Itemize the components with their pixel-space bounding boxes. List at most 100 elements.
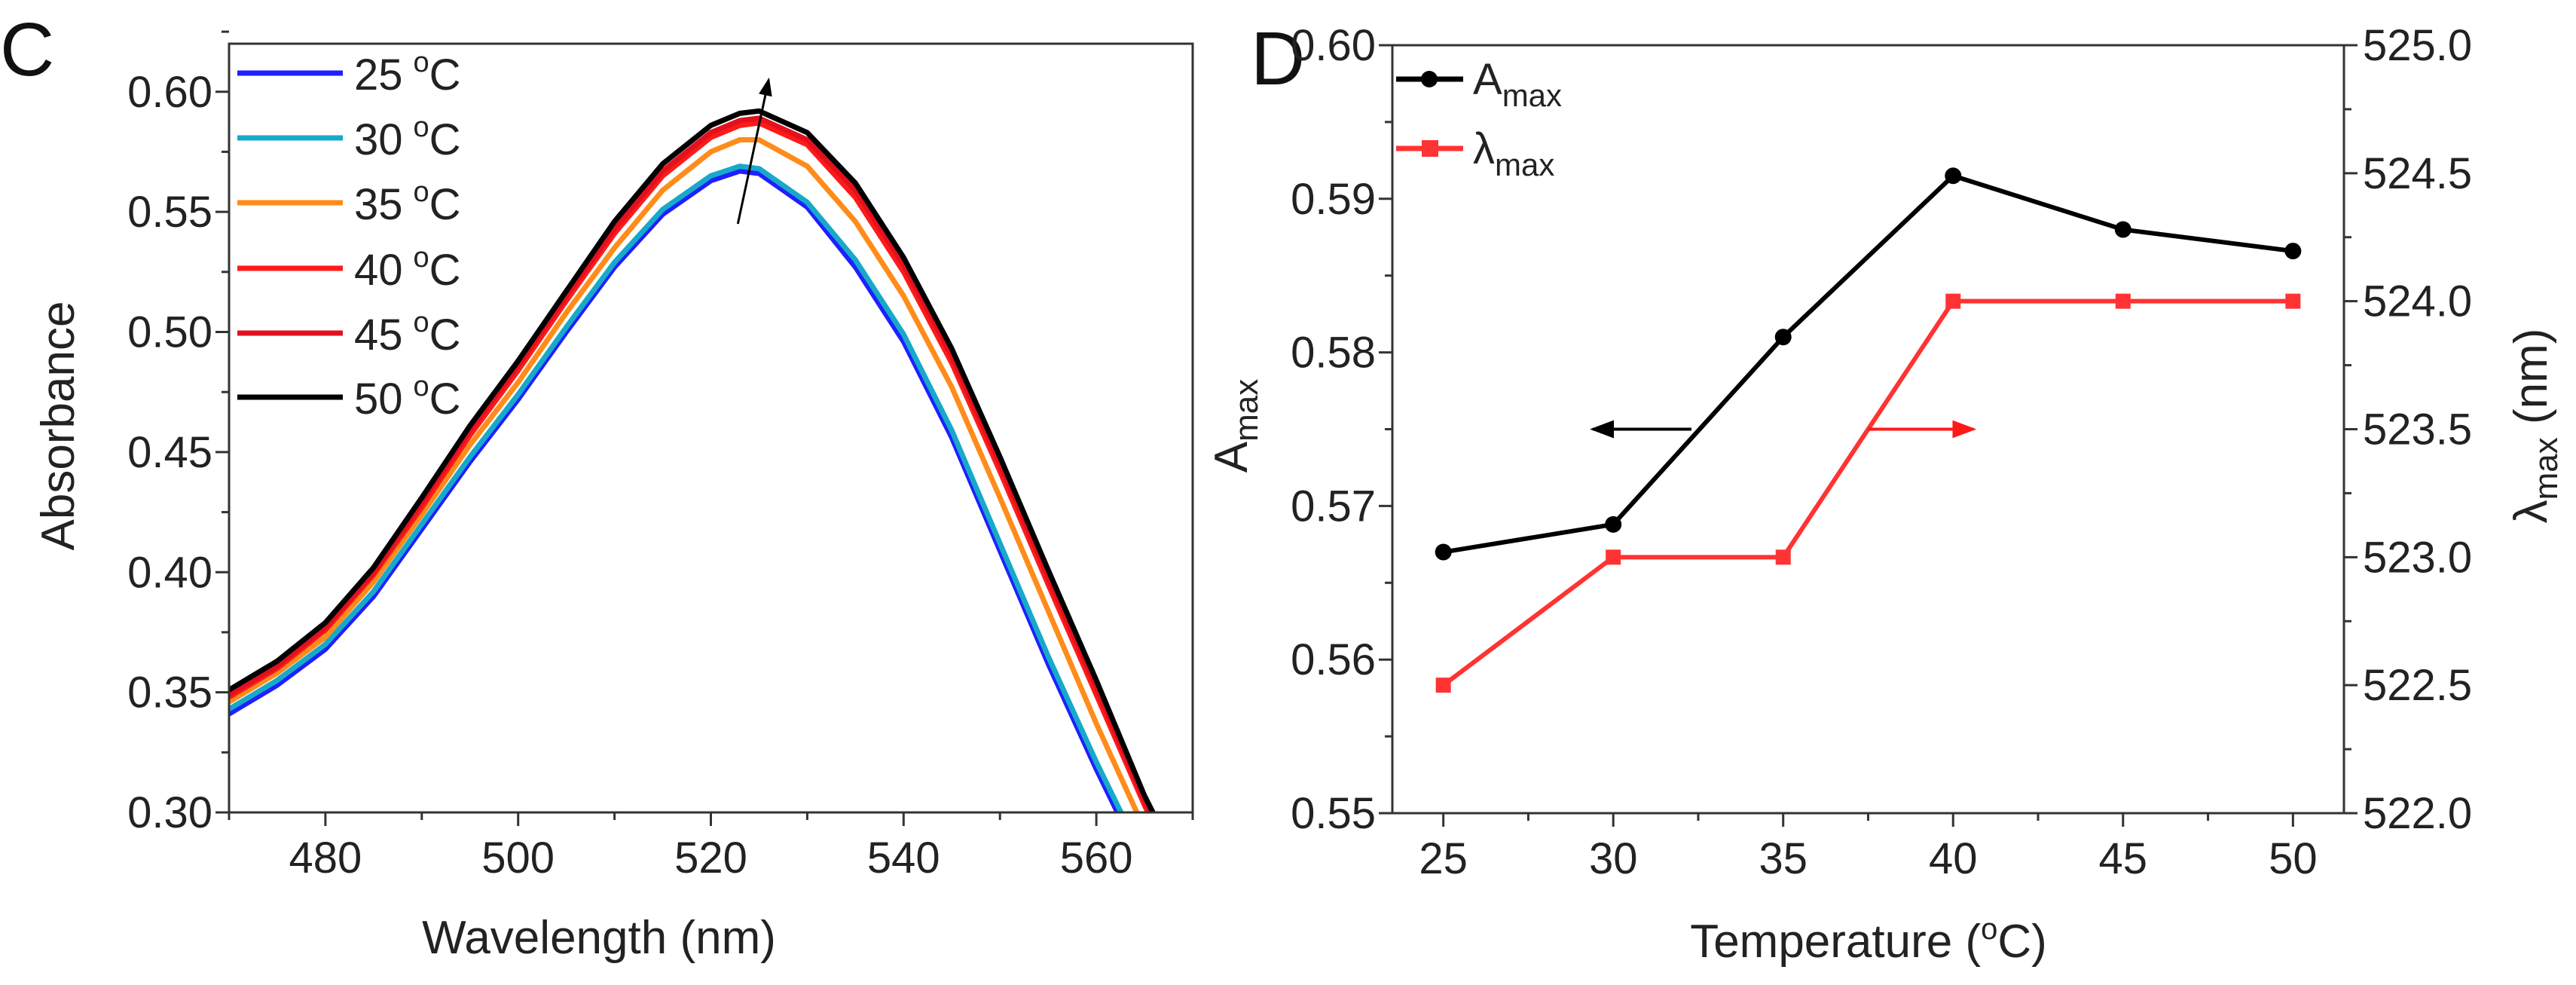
legend-label: 40 oC xyxy=(354,242,461,295)
panel-label-d: D xyxy=(1251,17,1305,101)
y2-tick-label: 522.5 xyxy=(2363,661,2472,710)
legend-label: 45 oC xyxy=(354,307,461,359)
y2-title-post: (nm) xyxy=(2505,329,2557,438)
trend-arrow xyxy=(736,77,772,225)
y-tick-label: 0.60 xyxy=(127,68,212,117)
y-tick-label: 0.45 xyxy=(127,428,212,477)
series-line-25 xyxy=(229,168,1121,812)
x-tick-label: 540 xyxy=(867,834,940,883)
data-point-lambda-max xyxy=(1606,549,1621,565)
legend-item-45: 45 oC xyxy=(237,307,461,359)
y2-tick-label: 524.5 xyxy=(2363,149,2472,198)
y-tick-label: 0.56 xyxy=(1291,635,1376,684)
series-line-50 xyxy=(229,108,1157,812)
legend: Amax λmax xyxy=(1396,55,1562,182)
x-title-pre: Temperature ( xyxy=(1690,916,1981,968)
legend-degree: o xyxy=(414,176,429,208)
legend-unit: C xyxy=(429,115,461,164)
y-tick-label: 0.60 xyxy=(1291,21,1376,70)
panel-label-c: C xyxy=(0,8,54,92)
y-title-main: A xyxy=(1205,441,1257,473)
y2-tick-label: 523.0 xyxy=(2363,533,2472,582)
data-point-lambda-max xyxy=(1435,678,1451,693)
legend-sub: max xyxy=(1502,78,1562,113)
series-line-a-max xyxy=(1443,173,2293,555)
series-line-40 xyxy=(229,120,1151,812)
x-tick-label: 500 xyxy=(481,834,555,883)
data-point-lambda-max xyxy=(2115,293,2131,309)
y-axis-title-c: Absorbance xyxy=(32,301,84,551)
x-tick-label: 35 xyxy=(1759,834,1807,883)
y-tick-label: 0.57 xyxy=(1291,482,1376,531)
panel-c: C Wavelength (nm) Absorbance 480 500 520 54… xyxy=(0,8,1194,964)
y2-tick-label: 525.0 xyxy=(2363,21,2472,70)
legend-item-50: 50 oC xyxy=(237,371,461,424)
y2-tick-label: 523.5 xyxy=(2363,405,2472,454)
x-axis-title-c: Wavelength (nm) xyxy=(422,912,776,964)
legend-degree: o xyxy=(414,47,429,78)
legend-label: 30 oC xyxy=(354,112,461,164)
legend-degree: o xyxy=(414,371,429,402)
series-line-35 xyxy=(229,137,1140,812)
legend-item-lambda-max: λmax xyxy=(1396,124,1554,182)
y-title-sub: max xyxy=(1228,379,1265,442)
legend-item-35: 35 oC xyxy=(237,176,461,229)
series-line-30 xyxy=(229,164,1124,812)
legend-temp: 25 xyxy=(354,50,403,99)
legend-temp: 45 xyxy=(354,310,403,359)
y2-tick-label: 522.0 xyxy=(2363,789,2472,838)
legend-main: λ xyxy=(1473,124,1495,173)
y-tick-label: 0.30 xyxy=(127,788,212,837)
data-point-a-max xyxy=(1945,167,1962,185)
legend-temp: 35 xyxy=(354,180,403,229)
legend-unit: C xyxy=(429,375,461,424)
series-line-45 xyxy=(229,115,1154,812)
data-point-lambda-max xyxy=(1945,293,1961,309)
y2-axis-title-d: λmax (nm) xyxy=(2505,329,2565,524)
data-point-a-max xyxy=(1774,329,1792,346)
y-axis-title-d: Amax xyxy=(1205,379,1265,473)
x-tick-label: 45 xyxy=(2099,834,2148,883)
y-tick-label: 0.55 xyxy=(1291,789,1376,838)
y-tick-label: 0.50 xyxy=(127,308,212,357)
y2-tick-label: 524.0 xyxy=(2363,277,2472,326)
legend-unit: C xyxy=(429,50,461,99)
data-point-a-max xyxy=(2284,243,2302,260)
legend-label: 35 oC xyxy=(354,176,461,229)
data-point-a-max xyxy=(1435,543,1452,561)
y-tick-label: 0.59 xyxy=(1291,175,1376,224)
series-group xyxy=(229,108,1157,812)
x-axis-title-d: Temperature (oC) xyxy=(1690,913,2047,968)
legend-item-a-max: Amax xyxy=(1396,55,1562,113)
data-point-lambda-max xyxy=(2285,293,2301,309)
legend-sub: max xyxy=(1495,147,1554,182)
panel-d: D Temperature (oC) Amax λmax (nm) 25 30 35… xyxy=(1205,17,2565,968)
legend-temp: 40 xyxy=(354,246,403,295)
x-tick-label: 480 xyxy=(289,834,362,883)
legend-label: λmax xyxy=(1473,124,1554,182)
data-point-a-max xyxy=(1605,515,1622,533)
x-tick-label: 50 xyxy=(2269,834,2318,883)
y2-title-main: λ xyxy=(2505,500,2557,523)
legend-unit: C xyxy=(429,246,461,295)
x-title-post: C) xyxy=(1997,916,2046,968)
legend-marker-square xyxy=(1422,140,1438,157)
x-title-sup: o xyxy=(1981,913,1997,946)
legend-unit: C xyxy=(429,310,461,359)
y2-title-sub: max xyxy=(2528,437,2565,500)
x-tick-label: 560 xyxy=(1060,834,1133,883)
legend-marker-circle xyxy=(1421,71,1438,87)
legend-temp: 50 xyxy=(354,375,403,424)
y-tick-label: 0.40 xyxy=(127,548,212,597)
x-tick-label: 25 xyxy=(1419,834,1468,883)
legend-degree: o xyxy=(414,112,429,143)
y-tick-label: 0.58 xyxy=(1291,329,1376,378)
legend-item-25: 25 oC xyxy=(237,47,461,99)
legend-item-30: 30 oC xyxy=(237,112,461,164)
series-line-lambda-max xyxy=(1441,298,2293,687)
legend-temp: 30 xyxy=(354,115,403,164)
legend-degree: o xyxy=(414,307,429,338)
x-tick-label: 520 xyxy=(674,834,747,883)
